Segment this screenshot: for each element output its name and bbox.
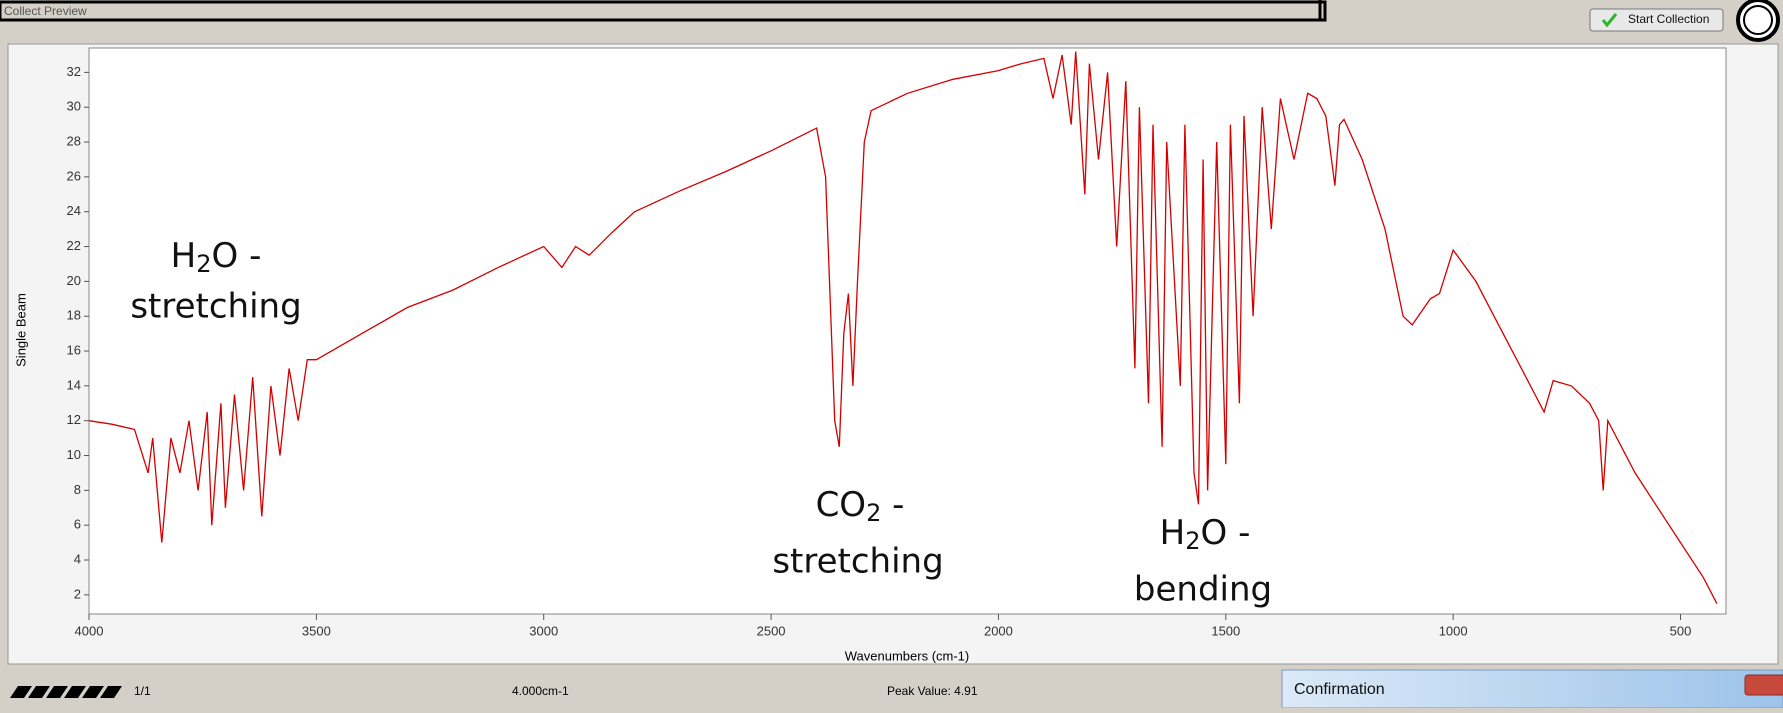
y-tick-label: 32 [67,64,81,79]
annotation: CO2 - [816,485,905,528]
start-button[interactable] [1589,8,1724,32]
y-tick-label: 2 [74,586,81,601]
y-axis-label: Single Beam [13,293,28,367]
x-tick-label: 3500 [302,623,331,638]
start-button-label[interactable]: Start Collection [1628,12,1709,26]
annotation-text: O - [1201,513,1251,553]
x-tick-label: 1500 [1211,623,1240,638]
plot-area [88,47,1727,615]
y-tick-label: 12 [67,412,81,427]
annotation-line2: bending [1134,570,1272,610]
y-tick-label: 6 [74,517,81,532]
annotation-text: O - [212,236,262,276]
annotation-text: CO [816,485,867,525]
y-tick-label: 28 [67,133,81,148]
y-tick-label: 18 [67,308,81,323]
annotation-line2: stretching [130,287,301,327]
annotation: H2O - [1160,513,1251,556]
tab-title: Collect Preview [4,4,87,18]
dialog-titlebar [1281,669,1783,709]
x-tick-label: 2000 [984,623,1013,638]
y-tick-label: 16 [67,342,81,357]
y-tick-label: 14 [67,377,81,392]
y-tick-label: 20 [67,273,81,288]
x-tick-label: 500 [1670,623,1692,638]
y-tick-label: 10 [67,447,81,462]
annotation-text: H [171,236,197,276]
annotation-text: H [1160,513,1186,553]
page-icons [10,686,122,698]
resolution: 4.000cm-1 [512,684,569,698]
page-count: 1/1 [134,684,151,698]
annotation: H2O - [171,236,262,279]
annotation-sub: 2 [196,250,211,278]
x-tick-label: 1000 [1439,623,1468,638]
y-tick-label: 4 [74,551,81,566]
x-tick-label: 2500 [757,623,786,638]
annotation-line2: stretching [772,542,943,582]
check-icon [1601,13,1618,28]
y-tick-label: 8 [74,482,81,497]
annotation-sub: 2 [1185,527,1200,555]
annotation-text: - [881,485,904,525]
spectrum-line [88,51,1718,604]
tab-frame [0,0,1327,22]
dialog-title: Confirmation [1294,681,1385,698]
annotations: H2O - stretching CO2 - stretching H2O - … [130,236,1272,610]
y-tick-label: 30 [67,99,81,114]
y-tick-label: 26 [67,168,81,183]
x-tick-label: 3000 [529,623,558,638]
x-tick-label: 4000 [75,623,104,638]
peak-value: Peak Value: 4.91 [887,684,978,698]
status-icon-inner [1743,5,1773,35]
annotation-sub: 2 [866,499,881,527]
dialog-close[interactable] [1744,674,1783,696]
y-tick-label: 24 [67,203,81,218]
x-axis-label: Wavenumbers (cm-1) [845,648,969,663]
y-tick-label: 22 [67,238,81,253]
